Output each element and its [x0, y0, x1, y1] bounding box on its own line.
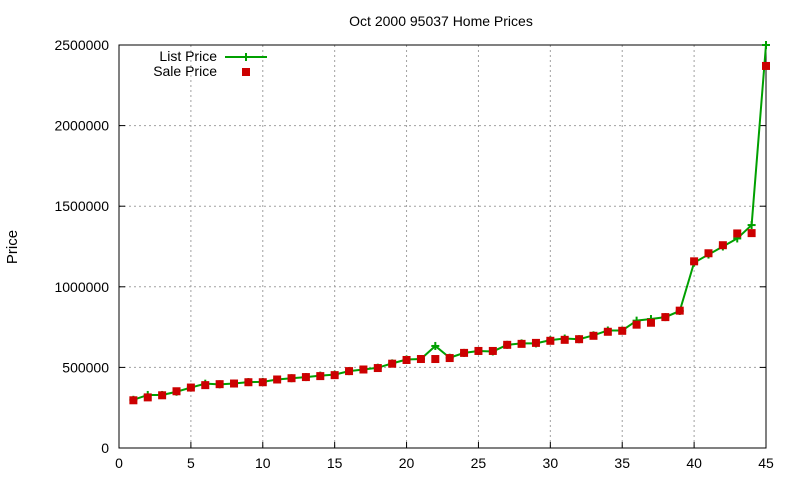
x-tick-label: 30: [543, 455, 559, 471]
square-marker-icon: [215, 380, 224, 389]
square-marker-icon: [158, 391, 167, 400]
square-marker-icon: [704, 249, 713, 258]
y-tick-label: 500000: [62, 359, 109, 375]
x-tick-label: 5: [187, 455, 195, 471]
square-marker-icon: [718, 241, 727, 250]
square-marker-icon: [690, 257, 699, 266]
square-marker-icon: [316, 372, 325, 381]
x-tick-label: 45: [758, 455, 774, 471]
square-marker-icon: [330, 371, 339, 380]
y-tick-label: 1500000: [54, 198, 109, 214]
square-marker-icon: [517, 339, 526, 348]
legend: List Price Sale Price: [153, 48, 267, 79]
chart-title: Oct 2000 95037 Home Prices: [349, 13, 533, 29]
square-marker-icon: [460, 348, 469, 357]
square-marker-icon: [201, 381, 210, 390]
x-tick-label: 20: [399, 455, 415, 471]
square-marker-icon: [402, 355, 411, 364]
x-tick-label: 10: [255, 455, 271, 471]
y-axis-label: Price: [4, 230, 21, 264]
square-marker-icon: [143, 393, 152, 402]
square-marker-icon: [345, 367, 354, 376]
plus-marker-icon: [762, 41, 770, 49]
x-tick-label: 0: [115, 455, 123, 471]
x-tick-label: 40: [686, 455, 702, 471]
square-marker-icon: [747, 229, 756, 238]
square-marker-icon: [675, 306, 684, 315]
square-marker-icon: [546, 336, 555, 345]
square-marker-icon: [762, 61, 770, 70]
square-marker-icon: [431, 355, 440, 364]
legend-square-marker-icon: [242, 68, 250, 76]
list-price-line: [133, 44, 767, 401]
square-marker-icon: [474, 346, 483, 355]
x-tick-label: 25: [471, 455, 487, 471]
square-marker-icon: [186, 383, 195, 392]
y-tick-label: 1000000: [54, 279, 109, 295]
square-marker-icon: [287, 374, 296, 383]
square-marker-icon: [129, 396, 138, 405]
axis-ticks: 0 5 10 15 20 25 30 35 40 45 0 500000 1000000 1500000 2…: [54, 37, 774, 471]
y-tick-label: 2500000: [54, 37, 109, 53]
square-marker-icon: [618, 326, 627, 335]
plus-marker-icon: [431, 341, 440, 350]
square-marker-icon: [388, 359, 397, 368]
series-layer: [129, 41, 770, 405]
y-tick-label: 0: [101, 440, 109, 456]
square-marker-icon: [172, 387, 181, 396]
plus-marker-icon: [747, 221, 756, 230]
square-marker-icon: [301, 373, 310, 382]
y-tick-label: 2000000: [54, 118, 109, 134]
square-marker-icon: [603, 327, 612, 336]
square-marker-icon: [373, 364, 382, 373]
square-marker-icon: [258, 378, 267, 387]
square-marker-icon: [230, 379, 239, 388]
legend-label-list-price: List Price: [159, 48, 217, 64]
square-marker-icon: [416, 355, 425, 364]
square-marker-icon: [632, 320, 641, 329]
square-marker-icon: [589, 331, 598, 340]
square-marker-icon: [531, 338, 540, 347]
square-marker-icon: [244, 378, 253, 387]
square-marker-icon: [560, 335, 569, 344]
square-marker-icon: [445, 354, 454, 363]
square-marker-icon: [575, 335, 584, 344]
square-marker-icon: [503, 340, 512, 349]
x-tick-label: 15: [327, 455, 343, 471]
square-marker-icon: [488, 346, 497, 355]
square-marker-icon: [661, 313, 670, 322]
x-tick-label: 35: [614, 455, 630, 471]
square-marker-icon: [646, 318, 655, 327]
square-marker-icon: [273, 375, 282, 384]
legend-label-sale-price: Sale Price: [153, 63, 217, 79]
square-marker-icon: [733, 229, 742, 238]
plot-frame: [118, 44, 767, 449]
square-marker-icon: [359, 365, 368, 374]
